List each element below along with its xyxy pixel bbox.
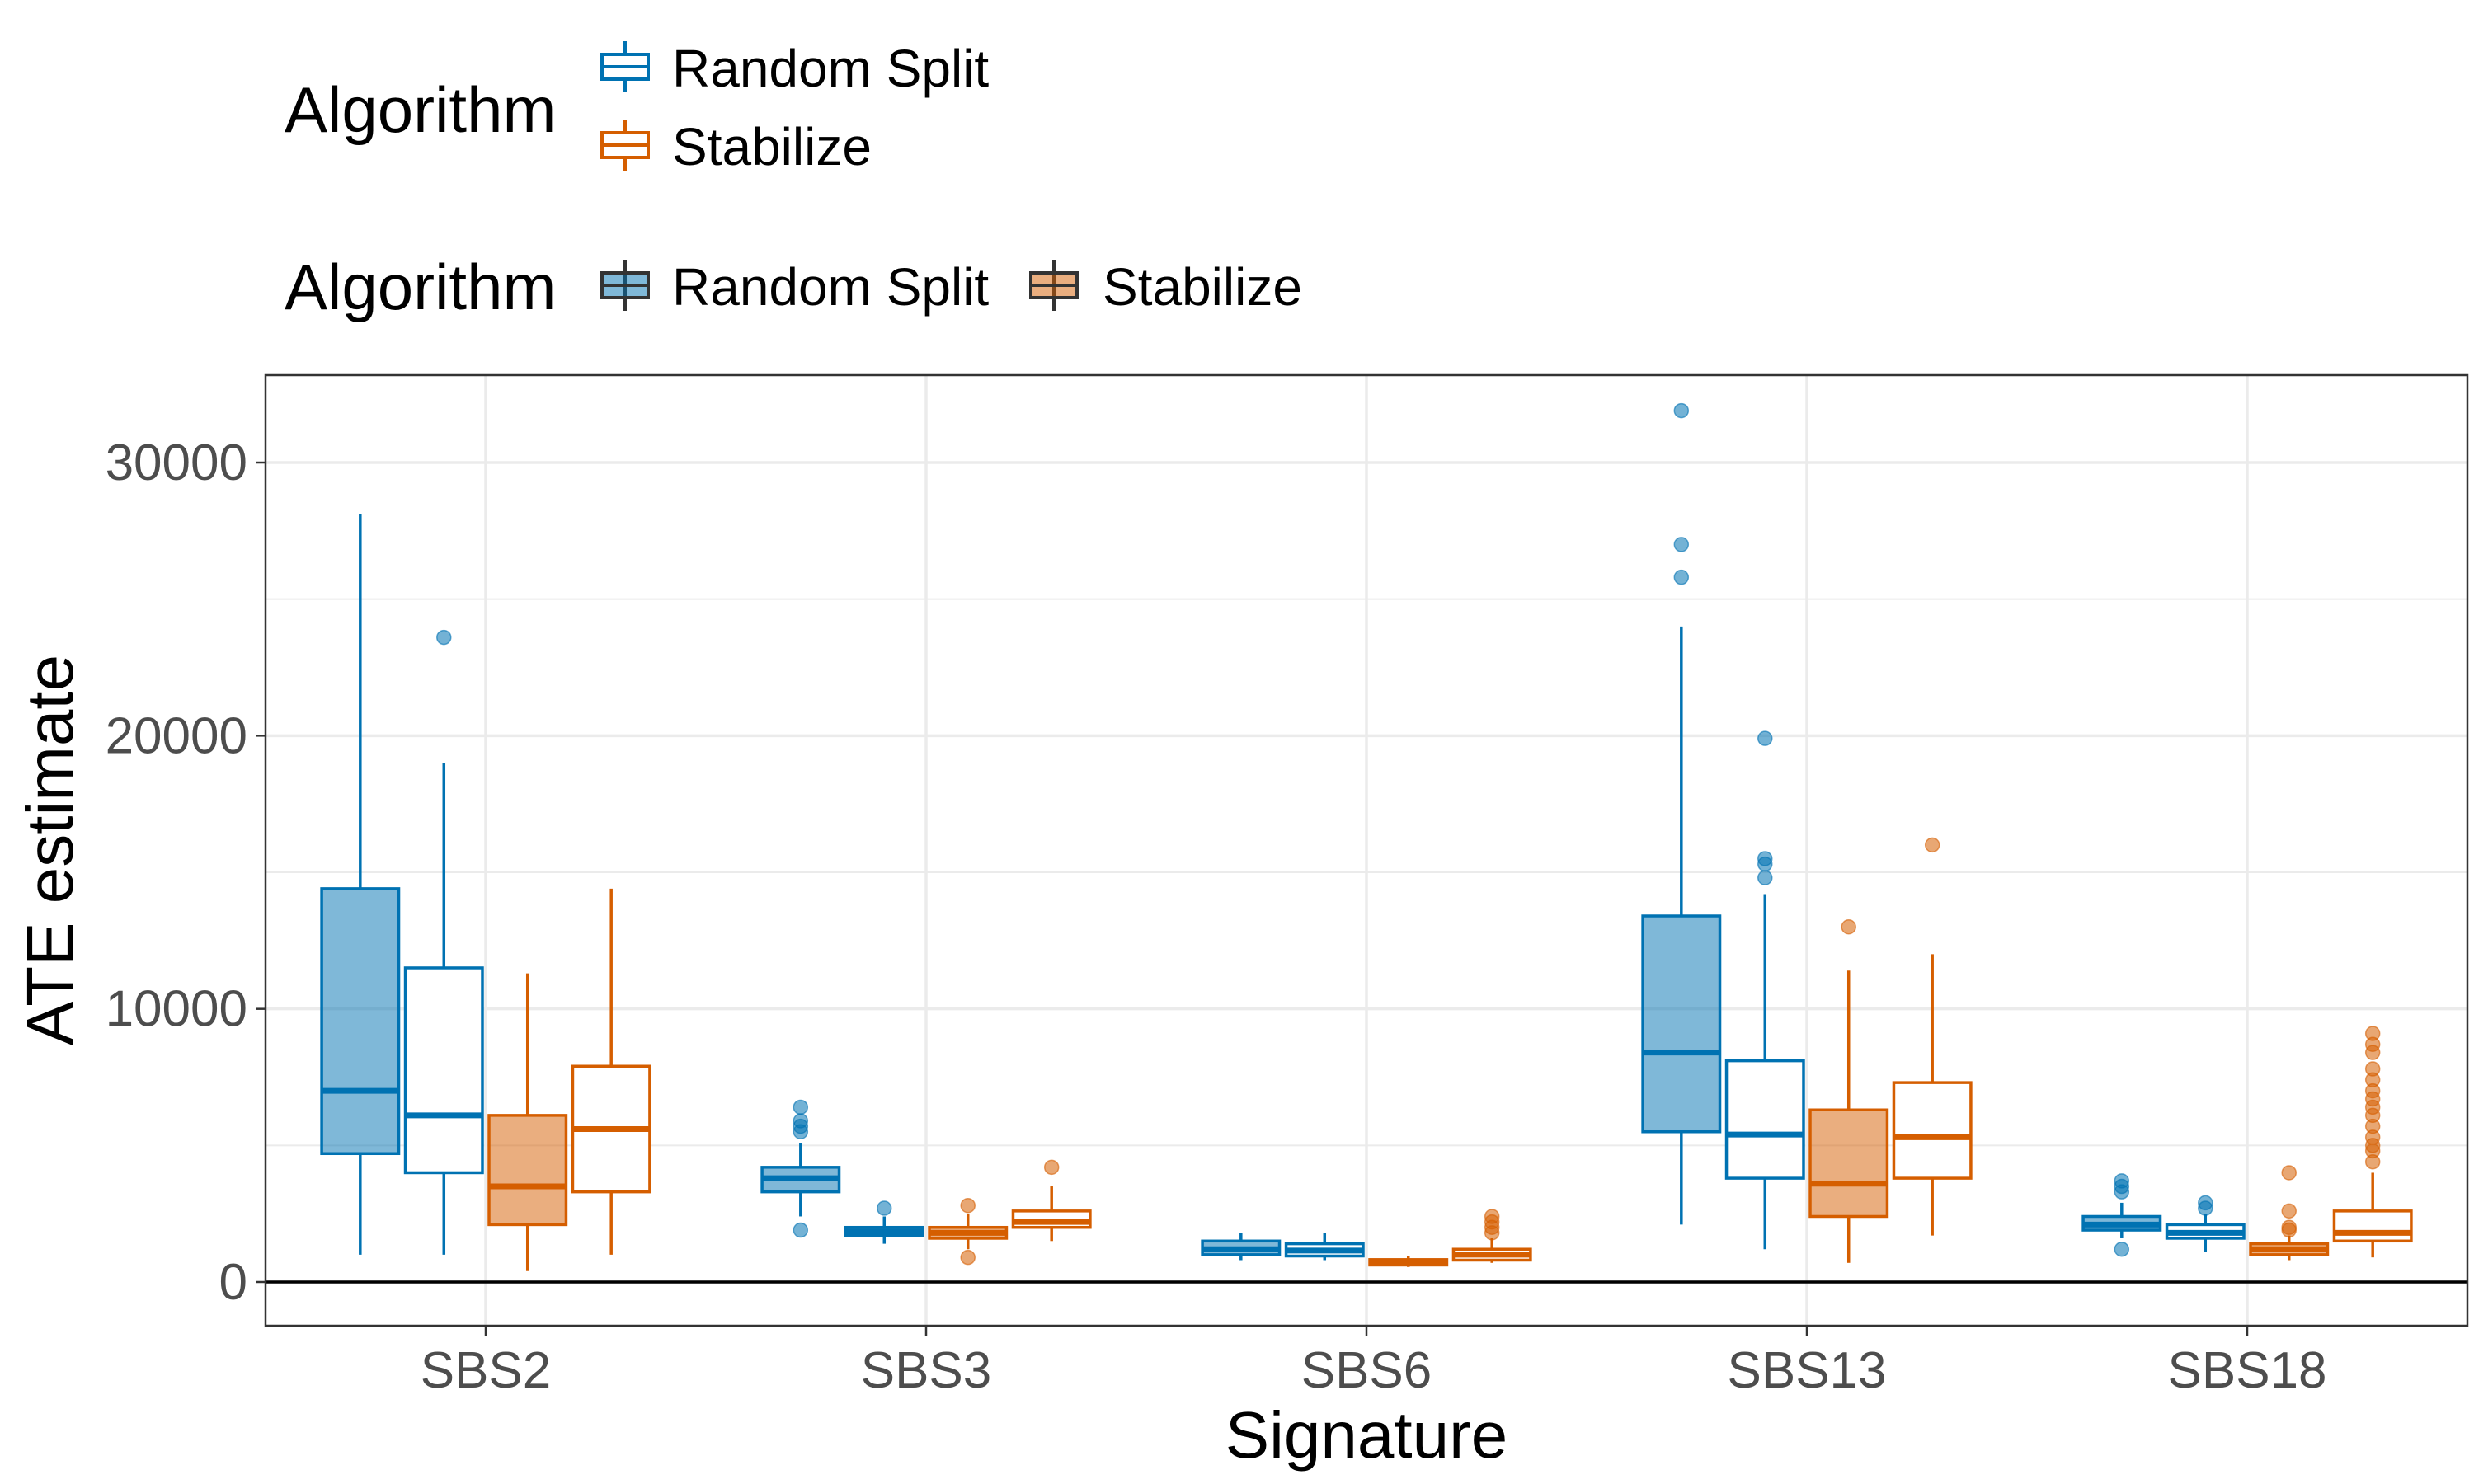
- outlier-sbs18-stabilize-outline: [2364, 1026, 2381, 1041]
- legend-title-outline: Algorithm: [285, 73, 556, 146]
- box-group-sbs13: [1641, 402, 1973, 1263]
- outlier-sbs18-stabilize-filled: [2281, 1165, 2297, 1181]
- box-sbs2-stabilize-filled: [487, 1114, 568, 1227]
- axes: 0 10000 20000 30000 SBS2 SBS3 SBS6 SBS13 SBS18: [106, 434, 2327, 1399]
- outlier-sbs13-random-split-outline: [1757, 870, 1773, 885]
- legend-label-random-split-outline: Random Split: [672, 39, 989, 98]
- outlier-sbs13-random-split-outline: [1757, 730, 1773, 746]
- legend-area: Algorithm Random Split Stabilize Algorit…: [285, 39, 1302, 323]
- legend-label-stabilize-outline: Stabilize: [672, 117, 872, 176]
- outlier-sbs3-stabilize-outline: [1043, 1159, 1060, 1176]
- y-tick-label: 30000: [106, 434, 247, 491]
- x-axis-title: Signature: [1225, 1398, 1507, 1472]
- outlier-sbs18-stabilize-outline: [2364, 1061, 2381, 1077]
- outlier-sbs13-stabilize-filled: [1841, 919, 1856, 935]
- outlier-sbs13-random-split-filled: [1673, 569, 1690, 585]
- outlier-sbs18-random-split-outline: [2198, 1195, 2213, 1211]
- outlier-sbs3-random-split-filled: [793, 1113, 809, 1129]
- plot-area: [266, 402, 2467, 1284]
- outlier-sbs18-random-split-filled: [2114, 1241, 2130, 1257]
- box-group-sbs6: [1201, 1209, 1532, 1267]
- y-axis-title: ATE estimate: [13, 655, 87, 1045]
- x-tick-label: SBS6: [1301, 1342, 1432, 1399]
- x-tick-label: SBS2: [421, 1342, 552, 1399]
- box-sbs13-random-split-outline: [1724, 1059, 1805, 1180]
- outlier-sbs3-stabilize-filled: [960, 1249, 976, 1266]
- box-group-sbs2: [320, 514, 651, 1271]
- outlier-sbs2-random-split-outline: [436, 629, 452, 646]
- outlier-sbs13-random-split-filled: [1673, 537, 1690, 552]
- outlier-sbs13-stabilize-outline: [1924, 837, 1940, 853]
- outlier-sbs3-random-split-filled: [793, 1222, 809, 1238]
- legend-key-random-split-filled: [600, 260, 650, 311]
- y-tick-label: 0: [219, 1254, 247, 1311]
- legend-key-stabilize-outline: [600, 120, 650, 171]
- outlier-sbs3-random-split-filled: [793, 1099, 809, 1115]
- outlier-sbs18-stabilize-filled: [2281, 1203, 2297, 1219]
- legend-key-random-split-outline: [600, 41, 650, 92]
- outlier-sbs3-random-split-outline: [877, 1200, 892, 1216]
- outlier-sbs13-random-split-filled: [1673, 402, 1690, 419]
- box-sbs2-random-split-filled: [320, 887, 401, 1156]
- legend-label-random-split-filled: Random Split: [672, 257, 989, 317]
- box-sbs13-stabilize-filled: [1808, 1108, 1889, 1219]
- outlier-sbs18-random-split-filled: [2114, 1173, 2130, 1189]
- legend-label-stabilize-filled: Stabilize: [1103, 257, 1302, 317]
- x-tick-label: SBS18: [2167, 1342, 2326, 1399]
- box-sbs13-random-split-filled: [1641, 914, 1722, 1134]
- box-sbs2-random-split-outline: [403, 966, 484, 1175]
- outlier-sbs3-stabilize-filled: [960, 1197, 976, 1214]
- legend-key-stabilize-filled: [1029, 260, 1079, 311]
- outlier-sbs13-random-split-outline: [1757, 851, 1773, 866]
- y-tick-label: 20000: [106, 707, 247, 764]
- x-tick-label: SBS13: [1727, 1342, 1886, 1399]
- x-tick-label: SBS3: [861, 1342, 992, 1399]
- outlier-sbs18-stabilize-filled: [2281, 1219, 2297, 1235]
- y-tick-label: 10000: [106, 981, 247, 1038]
- box-sbs13-stabilize-outline: [1892, 1081, 1973, 1180]
- box-sbs18-stabilize-outline: [2332, 1209, 2413, 1243]
- box-group-sbs18: [2081, 1026, 2413, 1261]
- box-group-sbs3: [760, 1099, 1092, 1266]
- legend-title-filled: Algorithm: [285, 251, 556, 323]
- outlier-sbs6-stabilize-outline: [1484, 1209, 1500, 1224]
